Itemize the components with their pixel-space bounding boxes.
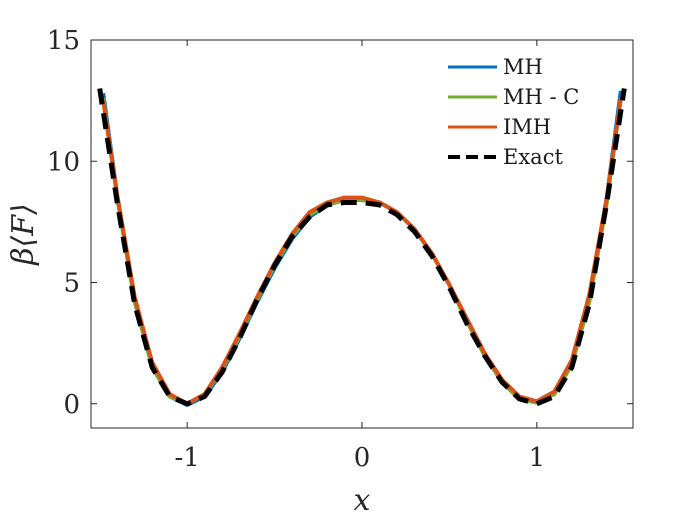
x-tick-label: -1 [174, 443, 199, 473]
x-tick-label: 1 [529, 443, 546, 473]
y-tick-label: 10 [47, 147, 80, 177]
legend-entry-label: MH [503, 55, 543, 79]
series-layer [97, 88, 627, 407]
x-tick-label: 0 [354, 443, 371, 473]
legend: MH MH - C IMH Exact [448, 55, 579, 169]
legend-entry-label: IMH [503, 115, 551, 139]
legend-entry-label: Exact [503, 145, 563, 169]
legend-entry-label: MH - C [503, 85, 579, 109]
x-axis-label: x [354, 483, 371, 518]
y-tick-label: 15 [47, 26, 80, 56]
y-axis-label: β⟨F⟩ [6, 203, 41, 266]
y-tick-label: 5 [63, 269, 80, 299]
series-line-exact [97, 88, 627, 407]
y-tick-label: 0 [63, 390, 80, 420]
